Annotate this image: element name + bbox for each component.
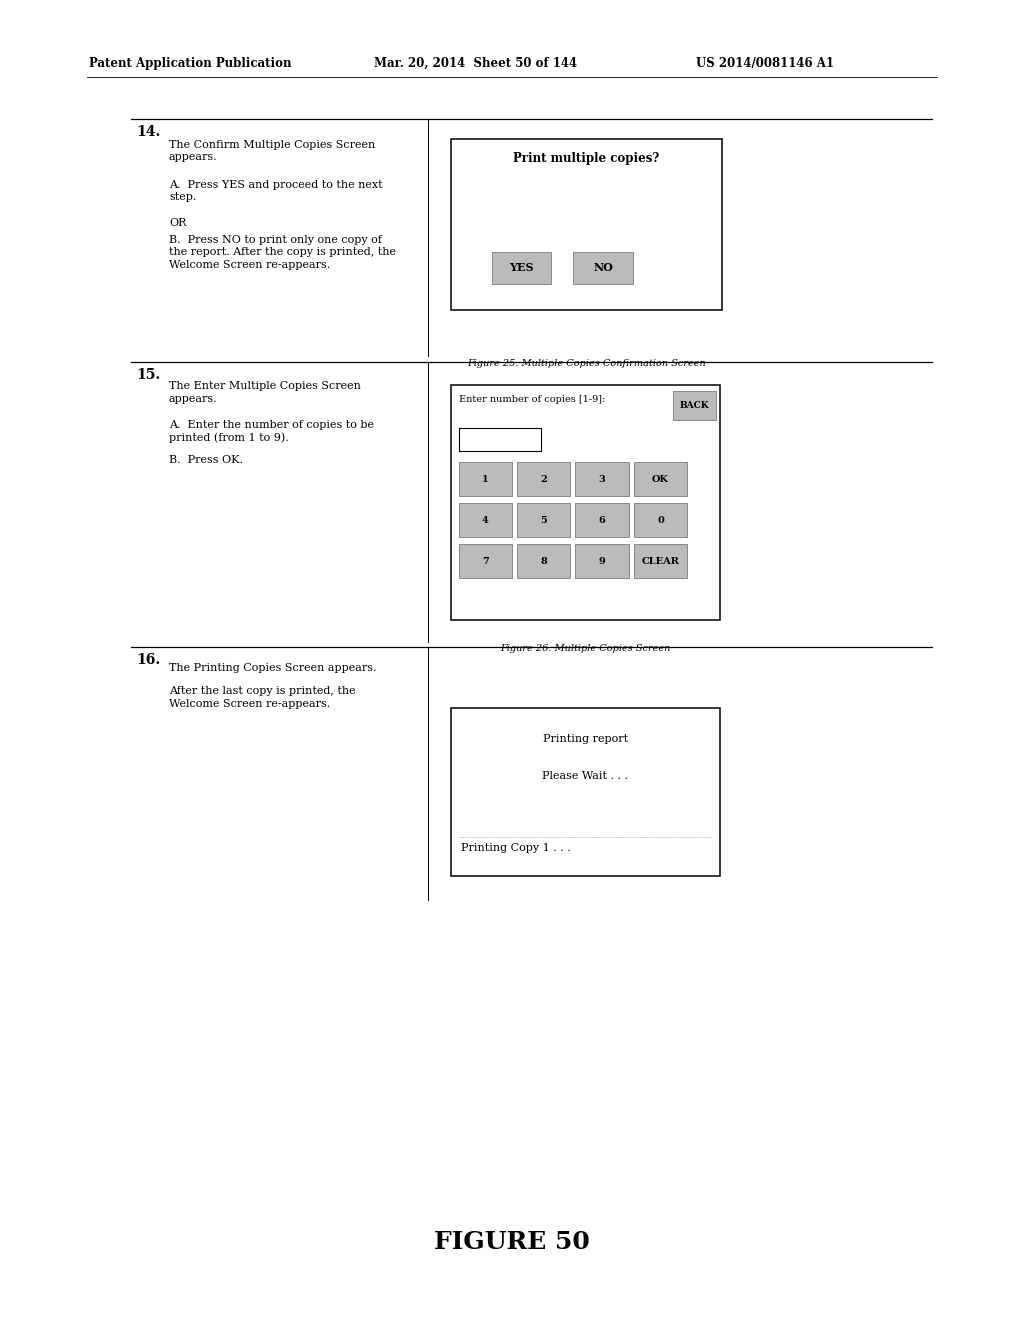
Text: Enter number of copies [1-9]:: Enter number of copies [1-9]: (459, 395, 605, 404)
Bar (573, 252, 633, 284)
Text: 14.: 14. (136, 125, 161, 140)
Bar (575, 462, 629, 496)
Text: NO: NO (593, 263, 613, 273)
Text: 8: 8 (541, 557, 547, 565)
Text: 2: 2 (541, 475, 547, 483)
Text: 5: 5 (541, 516, 547, 524)
Text: YES: YES (509, 263, 534, 273)
Bar (459, 462, 512, 496)
Text: CLEAR: CLEAR (642, 557, 679, 565)
Bar (517, 503, 570, 537)
Text: 3: 3 (599, 475, 605, 483)
Text: 1: 1 (482, 475, 488, 483)
Bar (459, 503, 512, 537)
Text: OK: OK (652, 475, 669, 483)
Text: After the last copy is printed, the
Welcome Screen re-appears.: After the last copy is printed, the Welc… (169, 686, 355, 709)
Bar (634, 462, 687, 496)
Text: 0: 0 (657, 516, 664, 524)
Bar (492, 252, 551, 284)
Text: B.  Press OK.: B. Press OK. (169, 455, 243, 466)
Text: 16.: 16. (136, 653, 161, 668)
Text: Figure 26. Multiple Copies Screen: Figure 26. Multiple Copies Screen (500, 644, 671, 653)
Text: 7: 7 (482, 557, 488, 565)
Bar (451, 708, 720, 876)
Text: 4: 4 (482, 516, 488, 524)
Text: 9: 9 (599, 557, 605, 565)
Text: FIGURE 50: FIGURE 50 (434, 1230, 590, 1254)
Text: OR: OR (169, 218, 186, 228)
Text: B.  Press NO to print only one copy of
the report. After the copy is printed, th: B. Press NO to print only one copy of th… (169, 235, 396, 269)
Bar (517, 544, 570, 578)
Bar (451, 139, 722, 310)
Bar (673, 391, 716, 420)
Text: BACK: BACK (680, 401, 709, 409)
Bar (634, 503, 687, 537)
Text: A.  Press YES and proceed to the next
step.: A. Press YES and proceed to the next ste… (169, 180, 383, 202)
Bar (575, 503, 629, 537)
Bar (634, 544, 687, 578)
Text: 15.: 15. (136, 368, 161, 383)
Text: A.  Enter the number of copies to be
printed (from 1 to 9).: A. Enter the number of copies to be prin… (169, 420, 374, 444)
Bar (459, 428, 541, 451)
Text: The Enter Multiple Copies Screen
appears.: The Enter Multiple Copies Screen appears… (169, 381, 360, 404)
Text: Printing report: Printing report (543, 734, 628, 744)
Bar (517, 462, 570, 496)
Text: Patent Application Publication: Patent Application Publication (89, 57, 292, 70)
Text: Please Wait . . .: Please Wait . . . (543, 771, 628, 781)
Text: Mar. 20, 2014  Sheet 50 of 144: Mar. 20, 2014 Sheet 50 of 144 (374, 57, 577, 70)
Bar (459, 544, 512, 578)
Text: Figure 25. Multiple Copies Confirmation Screen: Figure 25. Multiple Copies Confirmation … (467, 359, 706, 368)
Text: Printing Copy 1 . . .: Printing Copy 1 . . . (461, 843, 570, 854)
Text: 6: 6 (599, 516, 605, 524)
Text: The Confirm Multiple Copies Screen
appears.: The Confirm Multiple Copies Screen appea… (169, 140, 375, 162)
Bar (575, 544, 629, 578)
Text: Print multiple copies?: Print multiple copies? (513, 152, 659, 165)
Text: The Printing Copies Screen appears.: The Printing Copies Screen appears. (169, 663, 377, 673)
Bar (451, 385, 720, 620)
Text: US 2014/0081146 A1: US 2014/0081146 A1 (696, 57, 835, 70)
